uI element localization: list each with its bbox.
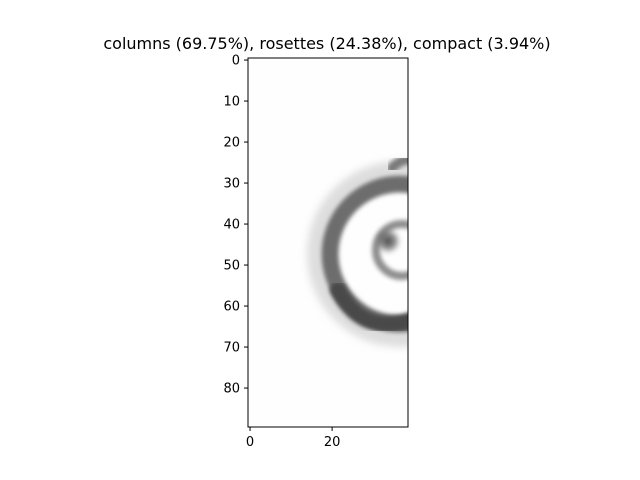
- image-content: [307, 154, 408, 347]
- plot-frame: [247, 57, 409, 428]
- chart-title: columns (69.75%), rosettes (24.38%), com…: [103, 34, 550, 53]
- ring-inner: [372, 220, 408, 280]
- y-tick-label: 0: [232, 54, 240, 69]
- y-tick-label: 60: [223, 300, 240, 315]
- y-tick-label: 10: [223, 95, 240, 110]
- y-tick-label: 40: [223, 218, 240, 233]
- y-tick-label: 50: [223, 259, 240, 274]
- y-tick-label: 80: [223, 382, 240, 397]
- y-axis: 0 10 20 30 40 50 60 70 80: [223, 54, 248, 397]
- ring-halo: [307, 161, 408, 347]
- x-axis: 0 20: [246, 427, 340, 450]
- plot-area: [247, 57, 409, 428]
- ring-upper-fragment: [387, 154, 408, 173]
- ring-lower-band: [330, 282, 408, 333]
- y-tick-label: 30: [223, 177, 240, 192]
- x-tick-label: 0: [246, 435, 254, 450]
- x-tick-label: 20: [324, 435, 341, 450]
- y-tick-label: 20: [223, 136, 240, 151]
- ring-core: [375, 228, 401, 254]
- y-tick-label: 70: [223, 341, 240, 356]
